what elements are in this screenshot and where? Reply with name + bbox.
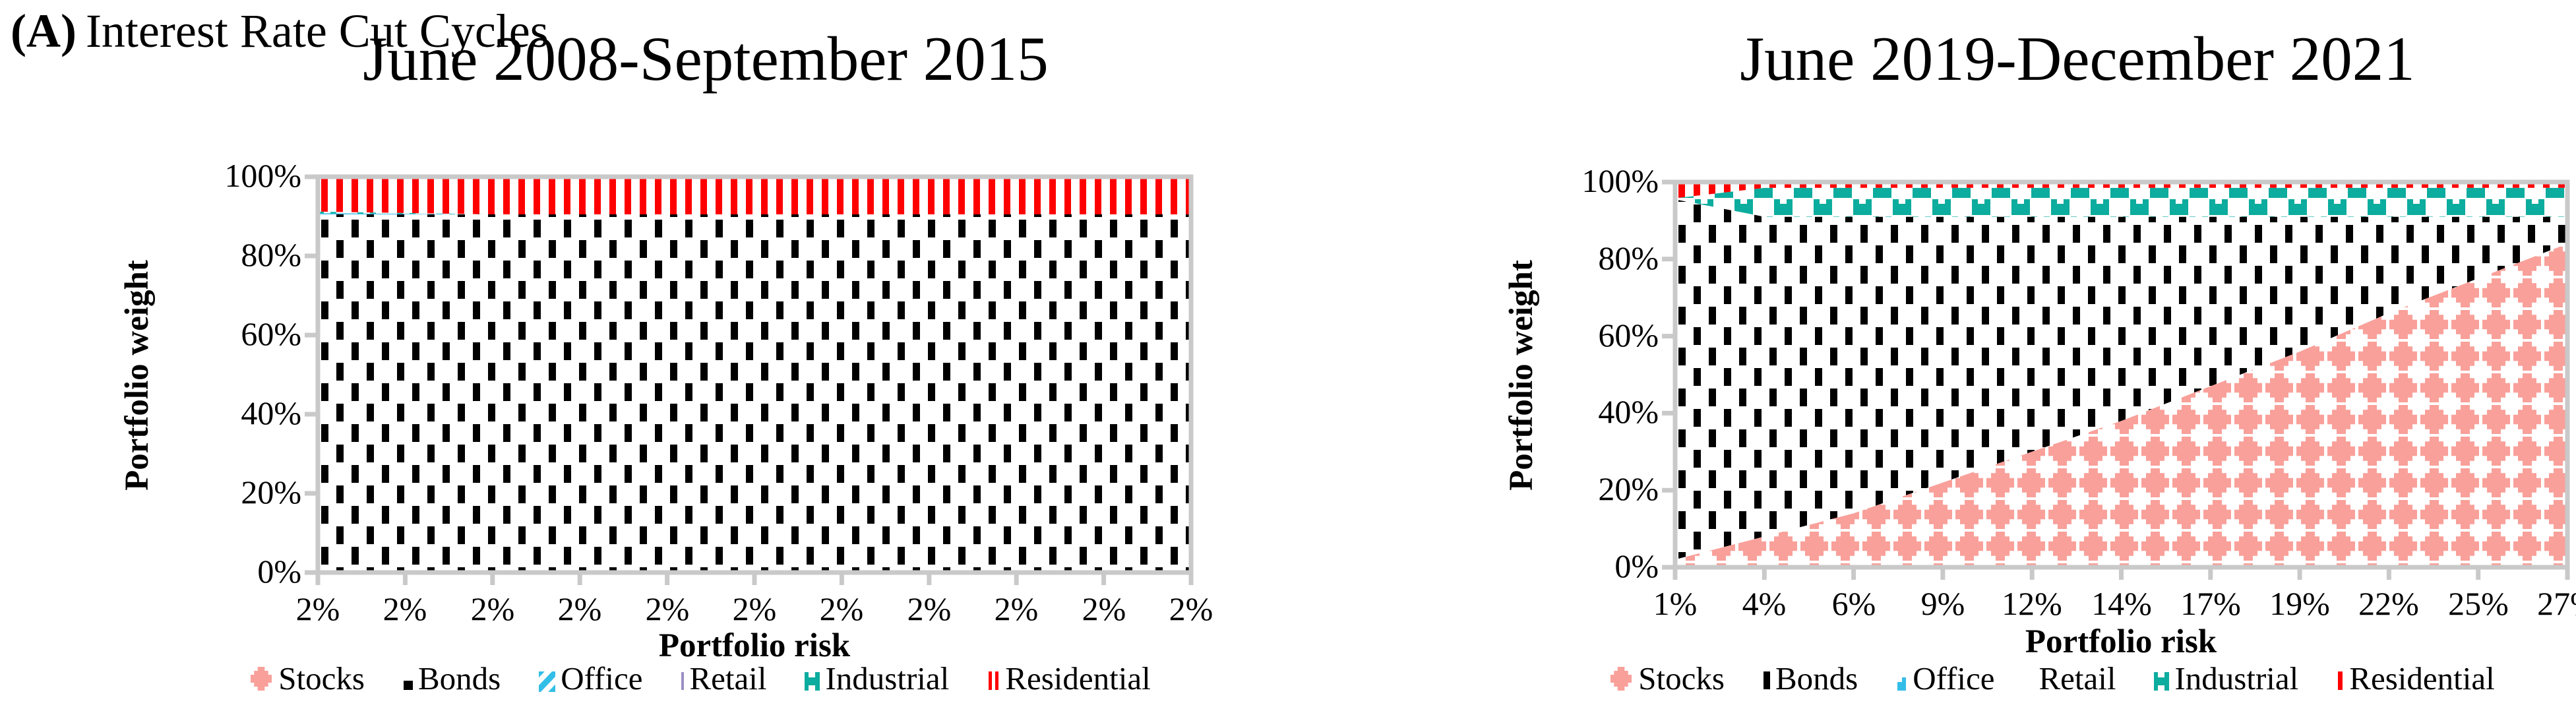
y-tick-label: 60% bbox=[1598, 317, 1659, 354]
legend-item-industrial: Industrial bbox=[803, 660, 949, 697]
legend-item-stocks: Stocks bbox=[1607, 660, 1725, 697]
residential-single-icon bbox=[2335, 664, 2346, 694]
x-tick-label: 2% bbox=[557, 590, 602, 627]
y-tick-label: 40% bbox=[1598, 393, 1659, 430]
x-tick-label: 22% bbox=[2358, 585, 2419, 622]
x-tick-label: 1% bbox=[1653, 585, 1698, 622]
industrial-icon bbox=[803, 664, 822, 694]
left-y-axis-title: Portfolio weight bbox=[119, 260, 156, 491]
x-tick-label: 2% bbox=[819, 590, 864, 627]
legend-label: Industrial bbox=[825, 660, 950, 697]
y-tick-label: 100% bbox=[1581, 162, 1659, 199]
left-chart-legend: Stocks Bonds Office Retail Industrial Residen… bbox=[198, 660, 1200, 697]
x-tick-label: 14% bbox=[2091, 585, 2152, 622]
y-tick-label: 60% bbox=[241, 315, 301, 352]
legend-label: Industrial bbox=[2174, 660, 2299, 697]
x-tick-label: 27% bbox=[2537, 585, 2576, 622]
x-tick-label: 2% bbox=[295, 590, 340, 627]
y-tick-label: 80% bbox=[1598, 239, 1659, 276]
legend-item-retail: Retail bbox=[679, 660, 766, 697]
stocks-icon bbox=[1607, 664, 1635, 694]
x-tick-label: 2% bbox=[383, 590, 427, 627]
y-tick-label: 40% bbox=[241, 394, 301, 431]
legend-label: Retail bbox=[689, 660, 767, 697]
legend-label: Residential bbox=[1005, 660, 1151, 697]
x-tick-label: 2% bbox=[994, 590, 1039, 627]
x-tick-label: 17% bbox=[2180, 585, 2241, 622]
legend-label: Stocks bbox=[278, 660, 365, 697]
x-tick-label: 2% bbox=[907, 590, 952, 627]
x-tick-label: 6% bbox=[1831, 585, 1876, 622]
x-tick-label: 2% bbox=[732, 590, 777, 627]
x-tick-label: 25% bbox=[2448, 585, 2509, 622]
left-chart-plot bbox=[305, 174, 1194, 585]
x-tick-label: 2% bbox=[1169, 590, 1213, 627]
legend-item-office: Office bbox=[1895, 660, 1994, 697]
legend-item-residential: Residential bbox=[2335, 660, 2495, 697]
right-chart-plot bbox=[1662, 179, 2570, 580]
x-tick-label: 2% bbox=[1082, 590, 1126, 627]
y-tick-label: 80% bbox=[241, 236, 301, 273]
legend-item-residential: Residential bbox=[986, 660, 1151, 697]
office-small-icon bbox=[1895, 664, 1909, 694]
left-chart-title: June 2008-September 2015 bbox=[363, 24, 1049, 94]
right-chart-title: June 2019-December 2021 bbox=[1740, 24, 2415, 94]
figure-title: (A) Interest Rate Cut Cycles bbox=[11, 4, 549, 59]
legend-label: Residential bbox=[2349, 660, 2495, 697]
x-tick-label: 9% bbox=[1920, 585, 1965, 622]
legend-item-bonds: Bonds bbox=[1762, 660, 1858, 697]
legend-item-industrial: Industrial bbox=[2153, 660, 2298, 697]
legend-label: Bonds bbox=[417, 660, 501, 697]
legend-item-stocks: Stocks bbox=[247, 660, 365, 697]
right-chart-legend: Stocks Bonds Office Retail Industrial Residen… bbox=[1537, 660, 2565, 697]
x-tick-label: 4% bbox=[1742, 585, 1787, 622]
legend-item-retail: Retail bbox=[2031, 660, 2116, 697]
y-tick-label: 0% bbox=[1614, 547, 1659, 584]
legend-label: Stocks bbox=[1638, 660, 1725, 697]
x-tick-label: 2% bbox=[645, 590, 690, 627]
bonds-dash-icon bbox=[1762, 664, 1772, 694]
bonds-square-icon bbox=[402, 664, 415, 694]
right-y-axis-title: Portfolio weight bbox=[1503, 260, 1540, 491]
left-x-axis-title: Portfolio risk bbox=[658, 627, 851, 664]
right-x-axis-title: Portfolio risk bbox=[2025, 623, 2217, 660]
figure-title-text: Interest Rate Cut Cycles bbox=[85, 5, 549, 57]
stocks-icon bbox=[247, 664, 275, 694]
residential-double-icon bbox=[986, 664, 1002, 694]
retail-none-icon bbox=[2031, 664, 2035, 694]
legend-label: Retail bbox=[2039, 660, 2116, 697]
industrial-icon bbox=[2153, 664, 2171, 694]
x-tick-label: 2% bbox=[470, 590, 515, 627]
office-striped-icon bbox=[537, 664, 557, 694]
y-tick-label: 20% bbox=[1598, 470, 1659, 507]
legend-item-office: Office bbox=[537, 660, 642, 697]
x-tick-label: 19% bbox=[2269, 585, 2330, 622]
y-tick-label: 0% bbox=[257, 553, 301, 590]
retail-line-icon bbox=[679, 664, 686, 694]
legend-label: Bonds bbox=[1775, 660, 1858, 697]
x-tick-label: 12% bbox=[2002, 585, 2062, 622]
legend-label: Office bbox=[561, 660, 643, 697]
legend-item-bonds: Bonds bbox=[402, 660, 501, 697]
y-tick-label: 20% bbox=[241, 474, 301, 511]
legend-label: Office bbox=[1913, 660, 1995, 697]
figure-panel-label: (A) bbox=[11, 5, 77, 57]
y-tick-label: 100% bbox=[224, 157, 301, 194]
